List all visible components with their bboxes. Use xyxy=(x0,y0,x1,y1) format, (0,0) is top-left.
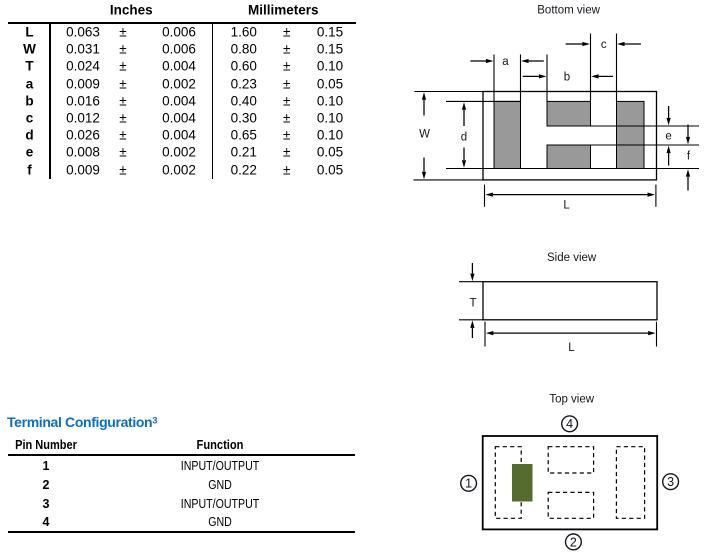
svg-text:f: f xyxy=(687,150,691,162)
svg-text:3: 3 xyxy=(667,475,674,489)
svg-text:2: 2 xyxy=(570,535,577,549)
svg-text:d: d xyxy=(461,132,467,144)
svg-text:T: T xyxy=(469,297,476,309)
svg-text:L: L xyxy=(568,342,575,354)
svg-text:W: W xyxy=(419,129,430,141)
svg-text:L: L xyxy=(563,199,570,211)
svg-text:e: e xyxy=(665,131,671,143)
svg-text:a: a xyxy=(502,56,509,68)
svg-text:4: 4 xyxy=(566,417,573,431)
svg-text:b: b xyxy=(564,72,570,84)
svg-text:Side view: Side view xyxy=(547,252,597,264)
svg-text:Bottom view: Bottom view xyxy=(537,5,600,17)
svg-text:Top view: Top view xyxy=(549,393,594,405)
svg-text:c: c xyxy=(601,39,607,51)
svg-text:1: 1 xyxy=(465,477,472,491)
